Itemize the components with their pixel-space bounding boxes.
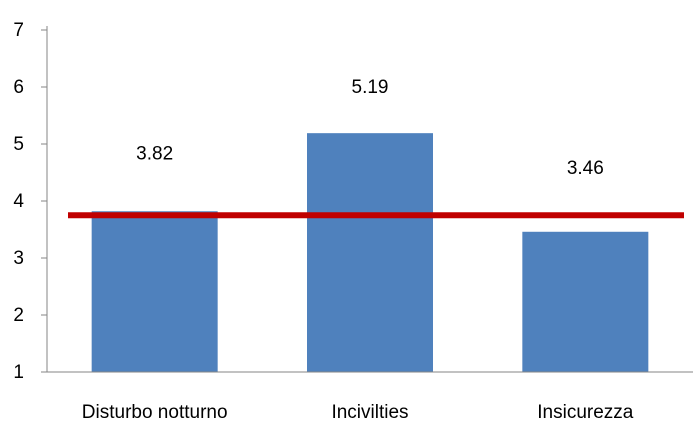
bars	[91, 133, 649, 372]
y-tick-label: 1	[13, 362, 24, 383]
y-tick-label: 7	[13, 20, 24, 41]
data-label: 3.46	[567, 158, 604, 179]
data-label: 5.19	[352, 77, 389, 98]
y-axis-ticks: 1 2 3 4 5 6 7	[13, 20, 47, 383]
y-tick-label: 6	[13, 77, 24, 98]
category-label: Disturbo notturno	[82, 402, 228, 423]
data-labels: 3.82 5.19 3.46	[136, 77, 604, 179]
category-label: Insicurezza	[537, 402, 634, 423]
y-tick-label: 2	[13, 305, 24, 326]
y-tick-label: 4	[13, 191, 24, 212]
y-tick-label: 5	[13, 134, 24, 155]
y-tick-label: 3	[13, 248, 24, 269]
bar	[307, 133, 433, 372]
category-label: Incivilties	[331, 402, 408, 423]
bar	[91, 211, 218, 372]
bar	[522, 231, 649, 372]
category-labels: Disturbo notturno Incivilties Insicurezza	[82, 402, 634, 423]
data-label: 3.82	[136, 143, 173, 164]
